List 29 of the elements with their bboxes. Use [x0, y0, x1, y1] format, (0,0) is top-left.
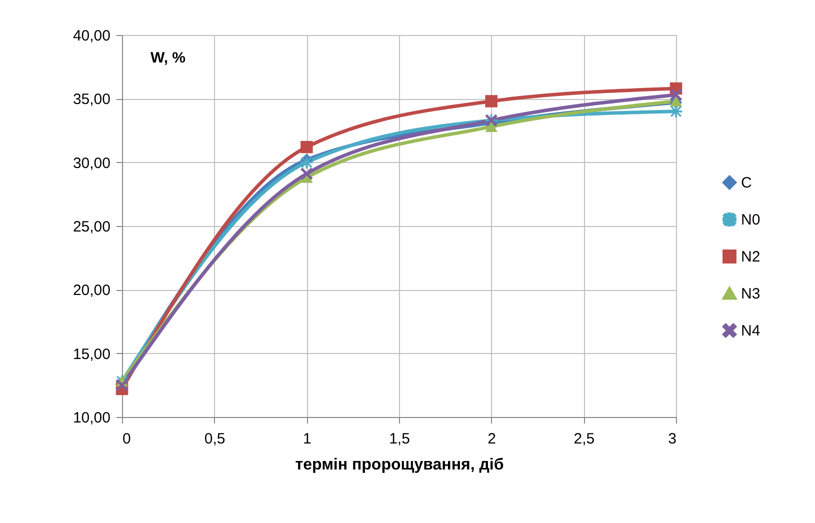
point [670, 105, 682, 118]
y-tick-label: 30,00 [72, 154, 110, 172]
x-tick-label: 2,5 [574, 430, 595, 448]
legend-label: C [741, 174, 752, 192]
point [116, 379, 128, 392]
y-tick-label: 25,00 [72, 218, 110, 236]
point [300, 156, 313, 168]
point [300, 168, 313, 180]
x-axis-title: термін пророщування, діб [295, 456, 504, 474]
y-tick-label: 20,00 [72, 282, 110, 300]
y-tick-label: 35,00 [72, 91, 110, 108]
x-tick-label: 0,5 [204, 430, 226, 448]
y-tick-label: 15,00 [72, 346, 110, 363]
legend-label: N0 [741, 212, 760, 228]
legend-label: N4 [741, 322, 760, 340]
x-tick-label: 1,5 [389, 430, 410, 448]
x-tick-label: 0 [122, 430, 131, 448]
y-tick-label: 10,00 [72, 410, 110, 426]
legend-label: N3 [741, 286, 760, 302]
point [485, 95, 498, 108]
point [670, 88, 682, 101]
legend-label: N2 [741, 248, 760, 266]
x-tick-label: 3 [668, 430, 676, 448]
y-tick-label: 40,00 [72, 28, 110, 44]
x-tick-label: 2 [488, 430, 496, 448]
point [300, 140, 313, 154]
x-tick-label: 1 [302, 430, 312, 448]
point [485, 121, 498, 132]
y-axis-title: W, % [150, 50, 186, 66]
